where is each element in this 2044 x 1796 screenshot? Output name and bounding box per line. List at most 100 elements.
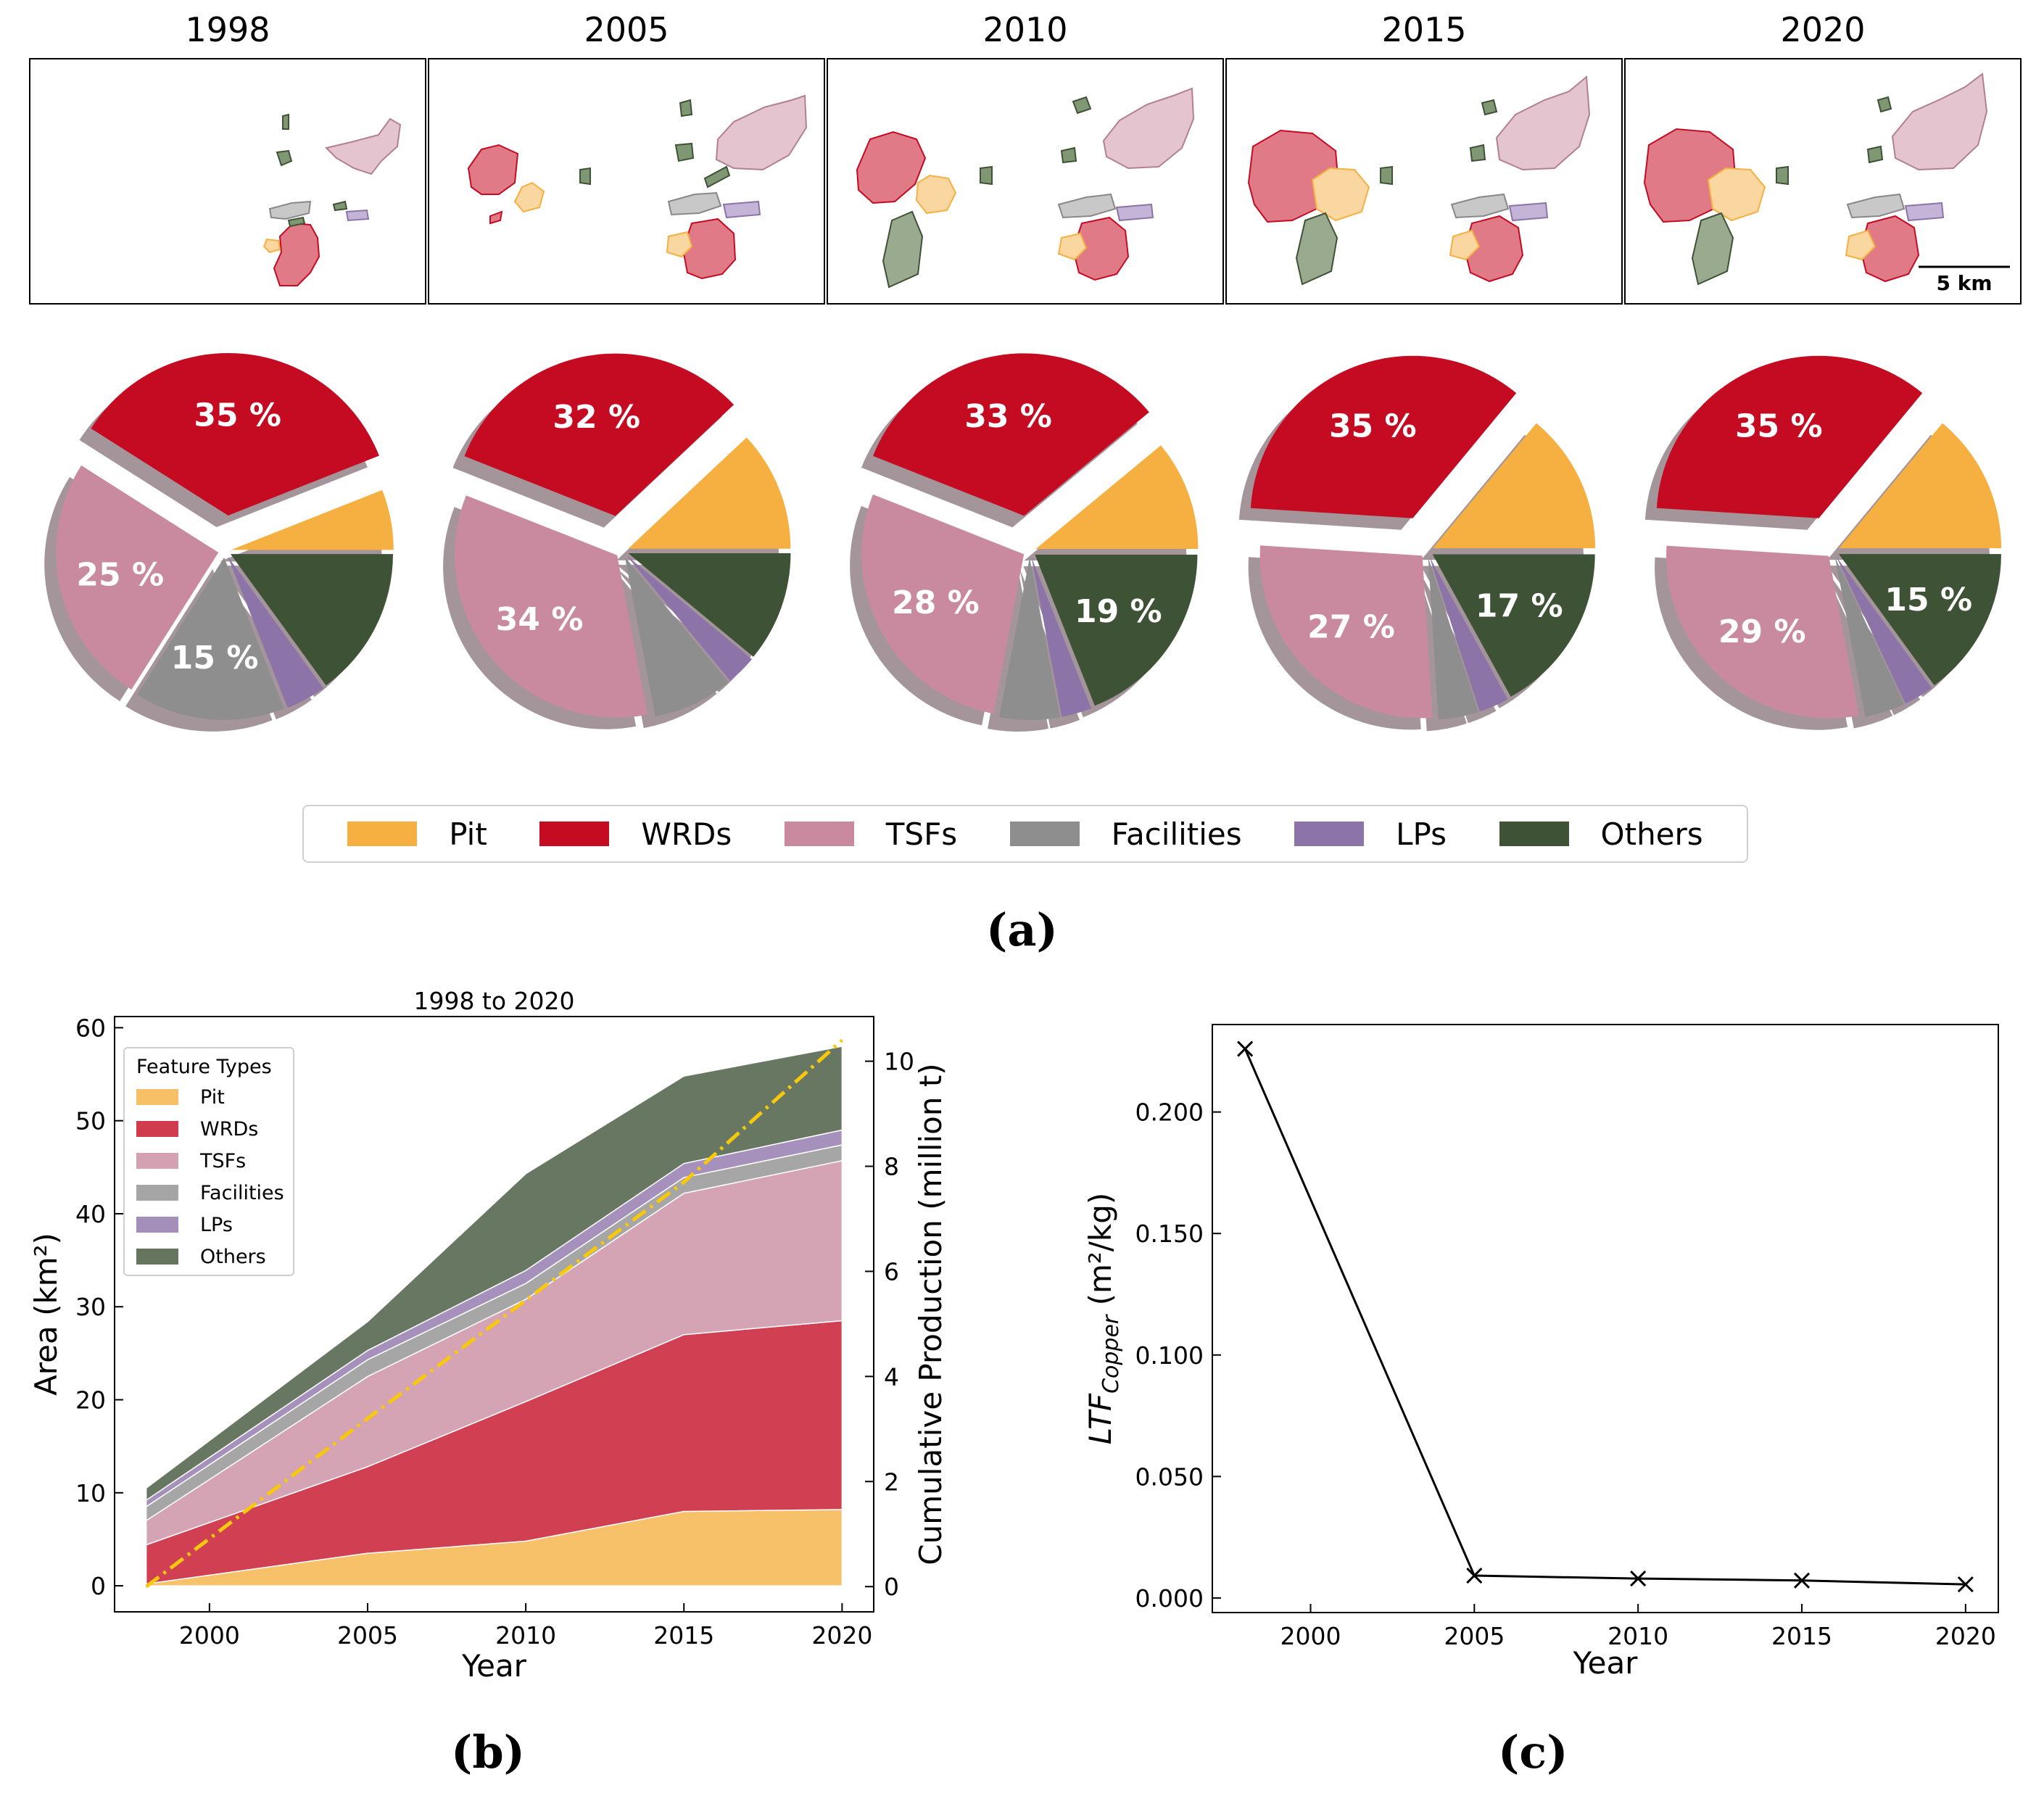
map-others-2010a [882, 210, 924, 289]
map-others-2010b [1072, 96, 1092, 115]
area-xtick-label-2010: 2010 [495, 1621, 556, 1650]
ltf-xtick-label-2020: 2020 [1935, 1622, 1996, 1650]
map-facility-2010 [1057, 193, 1117, 219]
legend-swatch-lps [1294, 822, 1365, 846]
ltf-point-2020 [1957, 1576, 1974, 1593]
map-lp-2020 [1904, 202, 1945, 222]
pie-2020-slice-tsfs [1666, 545, 1860, 719]
map-others-1998b [282, 113, 289, 130]
map-pit-2020b [1845, 229, 1877, 261]
pie-2005-label-tsfs: 34 % [496, 601, 584, 638]
area-chart-title: 1998 to 2020 [413, 987, 574, 1015]
map-others-2020d [1866, 145, 1884, 164]
map-others-2020c [1776, 165, 1789, 186]
ltf-ytick-label-0.100: 0.100 [1135, 1341, 1204, 1370]
map-title-2010: 2010 [982, 10, 1068, 49]
pie-2010-slice-others [1035, 555, 1198, 706]
panel-label-b: (b) [451, 1726, 526, 1779]
pie-1998-slice-others [230, 554, 393, 686]
legend-swatch-facilities [1009, 822, 1080, 846]
legend-label-pit: Pit [449, 816, 487, 852]
pie-2005-label-wrds: 32 % [553, 399, 640, 436]
area-ylabel: Area (km²) [28, 1233, 64, 1396]
legend-swatch-others [1499, 822, 1569, 846]
pie-2015-slice-pit [1433, 423, 1596, 549]
ltf-line-chart: 2000 2005 2010 2015 2020 0.000 0.050 0.100 0.150… [1083, 1024, 1999, 1681]
map-others-2010c [980, 165, 993, 186]
map-panel-1998 [29, 58, 426, 305]
pie-2005-slice-others [628, 553, 791, 657]
pie-2010-slice-pit [1035, 445, 1199, 549]
area-y2tick-label-10: 10 [884, 1048, 914, 1076]
area-xtick-label-2000: 2000 [179, 1621, 240, 1650]
map-others-2010d [1060, 146, 1077, 164]
area-legend-label-lps: LPs [200, 1213, 233, 1236]
map-pit-2005a [513, 181, 545, 213]
map-wrd-2005c [682, 218, 737, 280]
map-tsf-2005 [715, 94, 808, 171]
legend-swatch-wrds [539, 822, 610, 846]
legend-label-lps: LPs [1396, 816, 1447, 852]
mine-map-2005 [467, 94, 808, 280]
pie-2005-slice-wrds [464, 353, 735, 516]
map-tsf-2015 [1495, 75, 1591, 171]
map-others-2015b [1481, 99, 1498, 116]
area-y2tick-label-2: 2 [884, 1468, 899, 1496]
pie-2010-slice-facilities [999, 557, 1060, 720]
map-others-2015a [1295, 212, 1338, 286]
ltf-point-2015 [1793, 1572, 1811, 1589]
map-facility-2005 [667, 191, 722, 216]
pie-2015-label-tsfs: 27 % [1307, 609, 1395, 646]
map-pit-2010a [915, 174, 957, 215]
map-others-2005a [674, 142, 695, 162]
panel-label-c: (c) [1498, 1726, 1568, 1779]
ltf-point-2010 [1630, 1571, 1647, 1587]
area-ytick-label-50: 50 [75, 1107, 106, 1135]
pie-1998-label-wrds: 35 % [194, 397, 281, 434]
area-legend-label-pit: Pit [200, 1085, 225, 1109]
legend-item-tsfs: TSFs [784, 816, 957, 852]
pie-2010-slice-lps [1031, 557, 1091, 717]
pie-2010-label-others: 19 % [1075, 593, 1162, 630]
pie-2020-slice-lps [1836, 556, 1932, 704]
map-title-2005: 2005 [584, 10, 669, 49]
area-plot-frame [114, 1016, 874, 1613]
area-legend-item-wrds: WRDs [125, 1113, 293, 1145]
pie-2010-slice-wrds [873, 353, 1149, 516]
area-legend-label-wrds: WRDs [200, 1117, 259, 1141]
pie-2015-slice-tsfs [1259, 545, 1433, 719]
pie-2005-slice-tsfs [455, 495, 648, 718]
pie-chart-2020: 35 % 29 % 15 % [1644, 355, 2002, 730]
pie-2020-label-tsfs: 29 % [1718, 613, 1806, 650]
ltf-xlabel: Year [1573, 1645, 1639, 1681]
mine-map-1998 [262, 113, 402, 286]
area-y2label: Cumulative Production (million t) [913, 1063, 948, 1565]
map-lp-1998 [345, 209, 370, 222]
area-legend-label-others: Others [200, 1245, 266, 1268]
area-legend-swatch-wrds [136, 1121, 178, 1137]
area-legend-title: Feature Types [136, 1056, 272, 1078]
mine-map-2010 [856, 87, 1195, 289]
area-y2tick-label-0: 0 [884, 1573, 899, 1601]
map-others-2015c [1380, 165, 1393, 186]
map-others-1998a [276, 149, 293, 167]
pie-chart-2010: 33 % 28 % 19 % [850, 353, 1199, 732]
map-others-2020a [1691, 212, 1734, 286]
map-others-1998d [287, 216, 306, 228]
ltf-ytick-label-0.050: 0.050 [1135, 1462, 1204, 1491]
area-legend-swatch-pit [136, 1089, 178, 1105]
map-others-2005b [679, 99, 693, 117]
map-panel-2015 [1225, 58, 1623, 305]
legend-swatch-tsfs [784, 822, 854, 846]
area-legend-label-tsfs: TSFs [200, 1149, 247, 1172]
legend-label-others: Others [1600, 816, 1703, 852]
map-wrd-2005a [467, 144, 519, 195]
map-others-2020b [1877, 96, 1892, 113]
map-others-2005c [579, 167, 591, 186]
area-legend-item-pit: Pit [125, 1081, 293, 1113]
area-y2tick-label-4: 4 [884, 1362, 899, 1391]
legend-item-pit: Pit [347, 816, 487, 852]
map-pit-2005b [666, 231, 693, 258]
map-pit-2010b [1057, 232, 1088, 261]
